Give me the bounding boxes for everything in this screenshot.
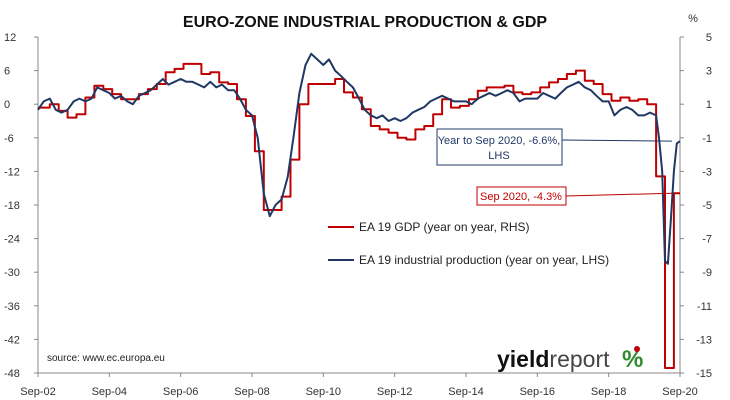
right-tick-label: -11 <box>697 301 712 313</box>
right-tick-label: -1 <box>702 133 712 145</box>
right-tick-label: -5 <box>702 200 712 212</box>
x-tick-label: Sep-12 <box>377 386 412 398</box>
x-tick-label: Sep-16 <box>520 386 555 398</box>
right-tick-label: -15 <box>696 368 712 380</box>
x-tick-label: Sep-14 <box>448 386 483 398</box>
yieldreport-logo: yieldreport % <box>497 346 643 373</box>
left-tick-label: -48 <box>4 368 20 380</box>
series-lines <box>37 52 681 369</box>
left-tick-label: -36 <box>4 301 20 313</box>
left-axis-ticks: 12 6 0 -6 -12 -18 -24 -30 -36 -42 -48 <box>4 32 38 380</box>
logo-red-dot <box>634 346 640 352</box>
x-tick-label: Sep-08 <box>234 386 269 398</box>
left-tick-label: 0 <box>4 99 10 111</box>
right-tick-label: -3 <box>702 166 712 178</box>
ip-annotation-leader <box>561 139 673 142</box>
gdp-annotation-text: Sep 2020, -4.3% <box>480 191 562 203</box>
legend: EA 19 GDP (year on year, RHS) EA 19 indu… <box>328 220 609 267</box>
gdp-annotation-box <box>476 186 567 206</box>
x-tick-label: Sep-02 <box>20 386 55 398</box>
right-tick-label: -9 <box>702 267 712 279</box>
gdp-annotation-leader <box>565 192 673 197</box>
x-axis-ticks: Sep-02 Sep-04 Sep-06 Sep-08 Sep-10 Sep-12 Sep-… <box>20 373 698 398</box>
legend-gdp-label: EA 19 GDP (year on year, RHS) <box>359 220 530 234</box>
ip-annotation-box <box>436 128 563 166</box>
right-axis-unit: % <box>688 13 698 25</box>
gdp-series-line <box>38 62 680 369</box>
right-tick-label: 5 <box>706 32 712 44</box>
right-tick-label: -7 <box>702 234 712 246</box>
left-tick-label: -6 <box>4 133 14 145</box>
left-tick-label: -12 <box>4 166 20 178</box>
x-tick-label: Sep-06 <box>163 386 198 398</box>
logo-word-yield: yield <box>497 346 549 372</box>
right-tick-label: 1 <box>706 99 712 111</box>
logo-word-report: report <box>549 346 610 372</box>
left-tick-label: 12 <box>4 32 16 44</box>
source-note: source: www.ec.europa.eu <box>47 353 165 364</box>
right-tick-label: -13 <box>696 334 712 346</box>
logo-percent-symbol: % <box>622 346 643 373</box>
chart-title: EURO-ZONE INDUSTRIAL PRODUCTION & GDP <box>183 14 547 31</box>
left-tick-label: -18 <box>4 200 20 212</box>
left-tick-label: -30 <box>4 267 20 279</box>
ip-annotation-line-2: LHS <box>488 150 509 162</box>
ip-annotation-line-1: Year to Sep 2020, -6.6%, <box>438 135 561 147</box>
gdp-annotation: Sep 2020, -4.3% <box>476 186 673 206</box>
x-tick-label: Sep-04 <box>92 386 127 398</box>
left-tick-label: -24 <box>4 234 20 246</box>
logo-wordmark: yieldreport <box>497 346 610 372</box>
left-tick-label: -42 <box>4 334 20 346</box>
left-tick-label: 6 <box>4 66 10 78</box>
ip-annotation: Year to Sep 2020, -6.6%, LHS <box>436 128 673 166</box>
right-axis-ticks: 5 3 1 -1 -3 -5 -7 -9 -11 -13 -15 <box>680 32 712 380</box>
x-tick-label: Sep-18 <box>591 386 626 398</box>
legend-ip-label: EA 19 industrial production (year on yea… <box>359 253 609 267</box>
x-tick-label: Sep-20 <box>662 386 697 398</box>
industrial-production-series-line <box>37 52 681 265</box>
right-tick-label: 3 <box>706 66 712 78</box>
x-tick-label: Sep-10 <box>306 386 341 398</box>
